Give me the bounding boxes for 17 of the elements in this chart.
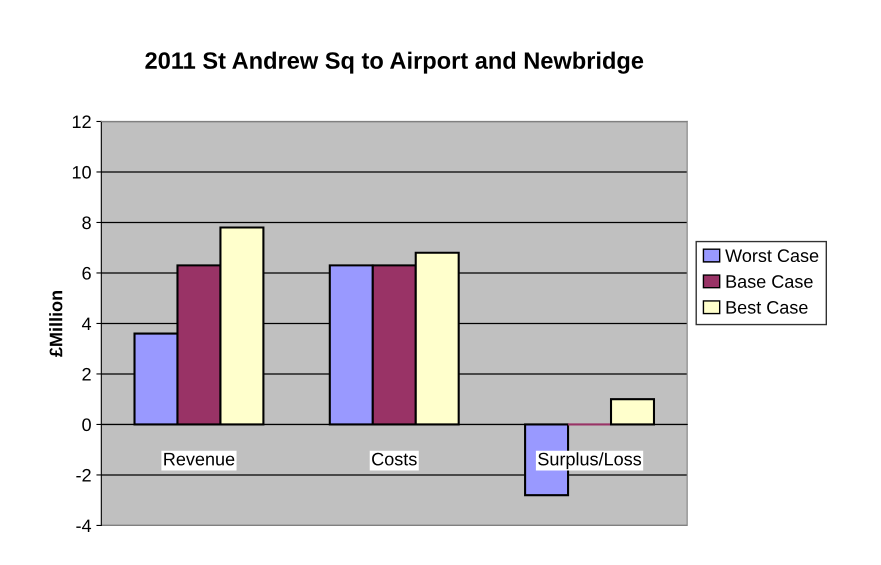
y-axis-title: £Million [49, 290, 62, 357]
y-tick-label: -2 [76, 468, 91, 482]
y-tick-label: 4 [82, 318, 92, 330]
legend-label: Best Case [726, 300, 808, 314]
legend-label: Base Case [726, 275, 813, 288]
y-tick-label: -4 [76, 520, 92, 532]
x-tick-label: Costs [372, 452, 417, 466]
x-tick-label: Surplus/Loss [538, 452, 642, 470]
y-tick-label: 2 [82, 368, 91, 380]
x-tick-label: Revenue [164, 452, 234, 466]
y-tick-label: 10 [72, 166, 91, 179]
y-tick-label: 0 [82, 418, 91, 432]
y-tick-label: 6 [82, 266, 91, 280]
y-tick-label: 8 [82, 216, 91, 230]
chart-title: 2011 St Andrew Sq to Airport and Newbridge [145, 52, 644, 74]
y-tick-label: 12 [72, 115, 91, 128]
legend-label: Worst Case [725, 249, 818, 262]
